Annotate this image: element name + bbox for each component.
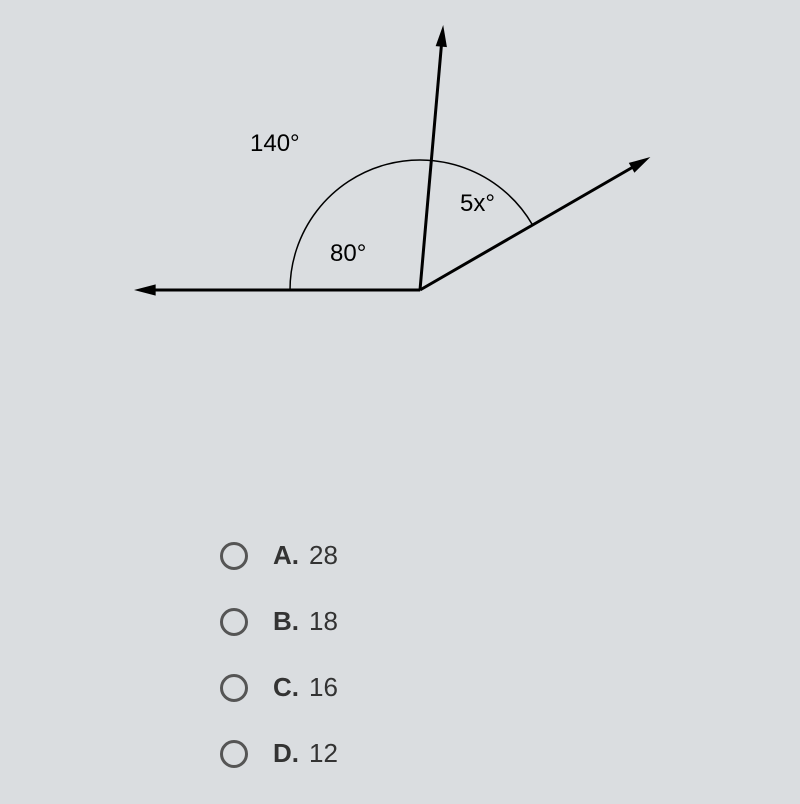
radio-icon xyxy=(220,608,248,636)
label-5x: 5x° xyxy=(460,190,495,218)
choice-value: 12 xyxy=(309,738,338,769)
choice-letter: C. xyxy=(273,672,299,703)
label-140: 140° xyxy=(250,130,300,158)
choice-a[interactable]: A. 28 xyxy=(220,540,338,571)
label-80: 80° xyxy=(330,240,366,268)
diagram-svg xyxy=(0,0,800,400)
radio-icon xyxy=(220,740,248,768)
choice-c[interactable]: C. 16 xyxy=(220,672,338,703)
choice-letter: B. xyxy=(273,606,299,637)
radio-icon xyxy=(220,674,248,702)
answer-choices: A. 28 B. 18 C. 16 D. 12 xyxy=(220,540,338,804)
choice-letter: D. xyxy=(273,738,299,769)
choice-b[interactable]: B. 18 xyxy=(220,606,338,637)
angle-diagram: 140° 80° 5x° xyxy=(0,0,800,400)
radio-icon xyxy=(220,542,248,570)
choice-value: 16 xyxy=(309,672,338,703)
choice-value: 18 xyxy=(309,606,338,637)
choice-d[interactable]: D. 12 xyxy=(220,738,338,769)
choice-value: 28 xyxy=(309,540,338,571)
choice-letter: A. xyxy=(273,540,299,571)
